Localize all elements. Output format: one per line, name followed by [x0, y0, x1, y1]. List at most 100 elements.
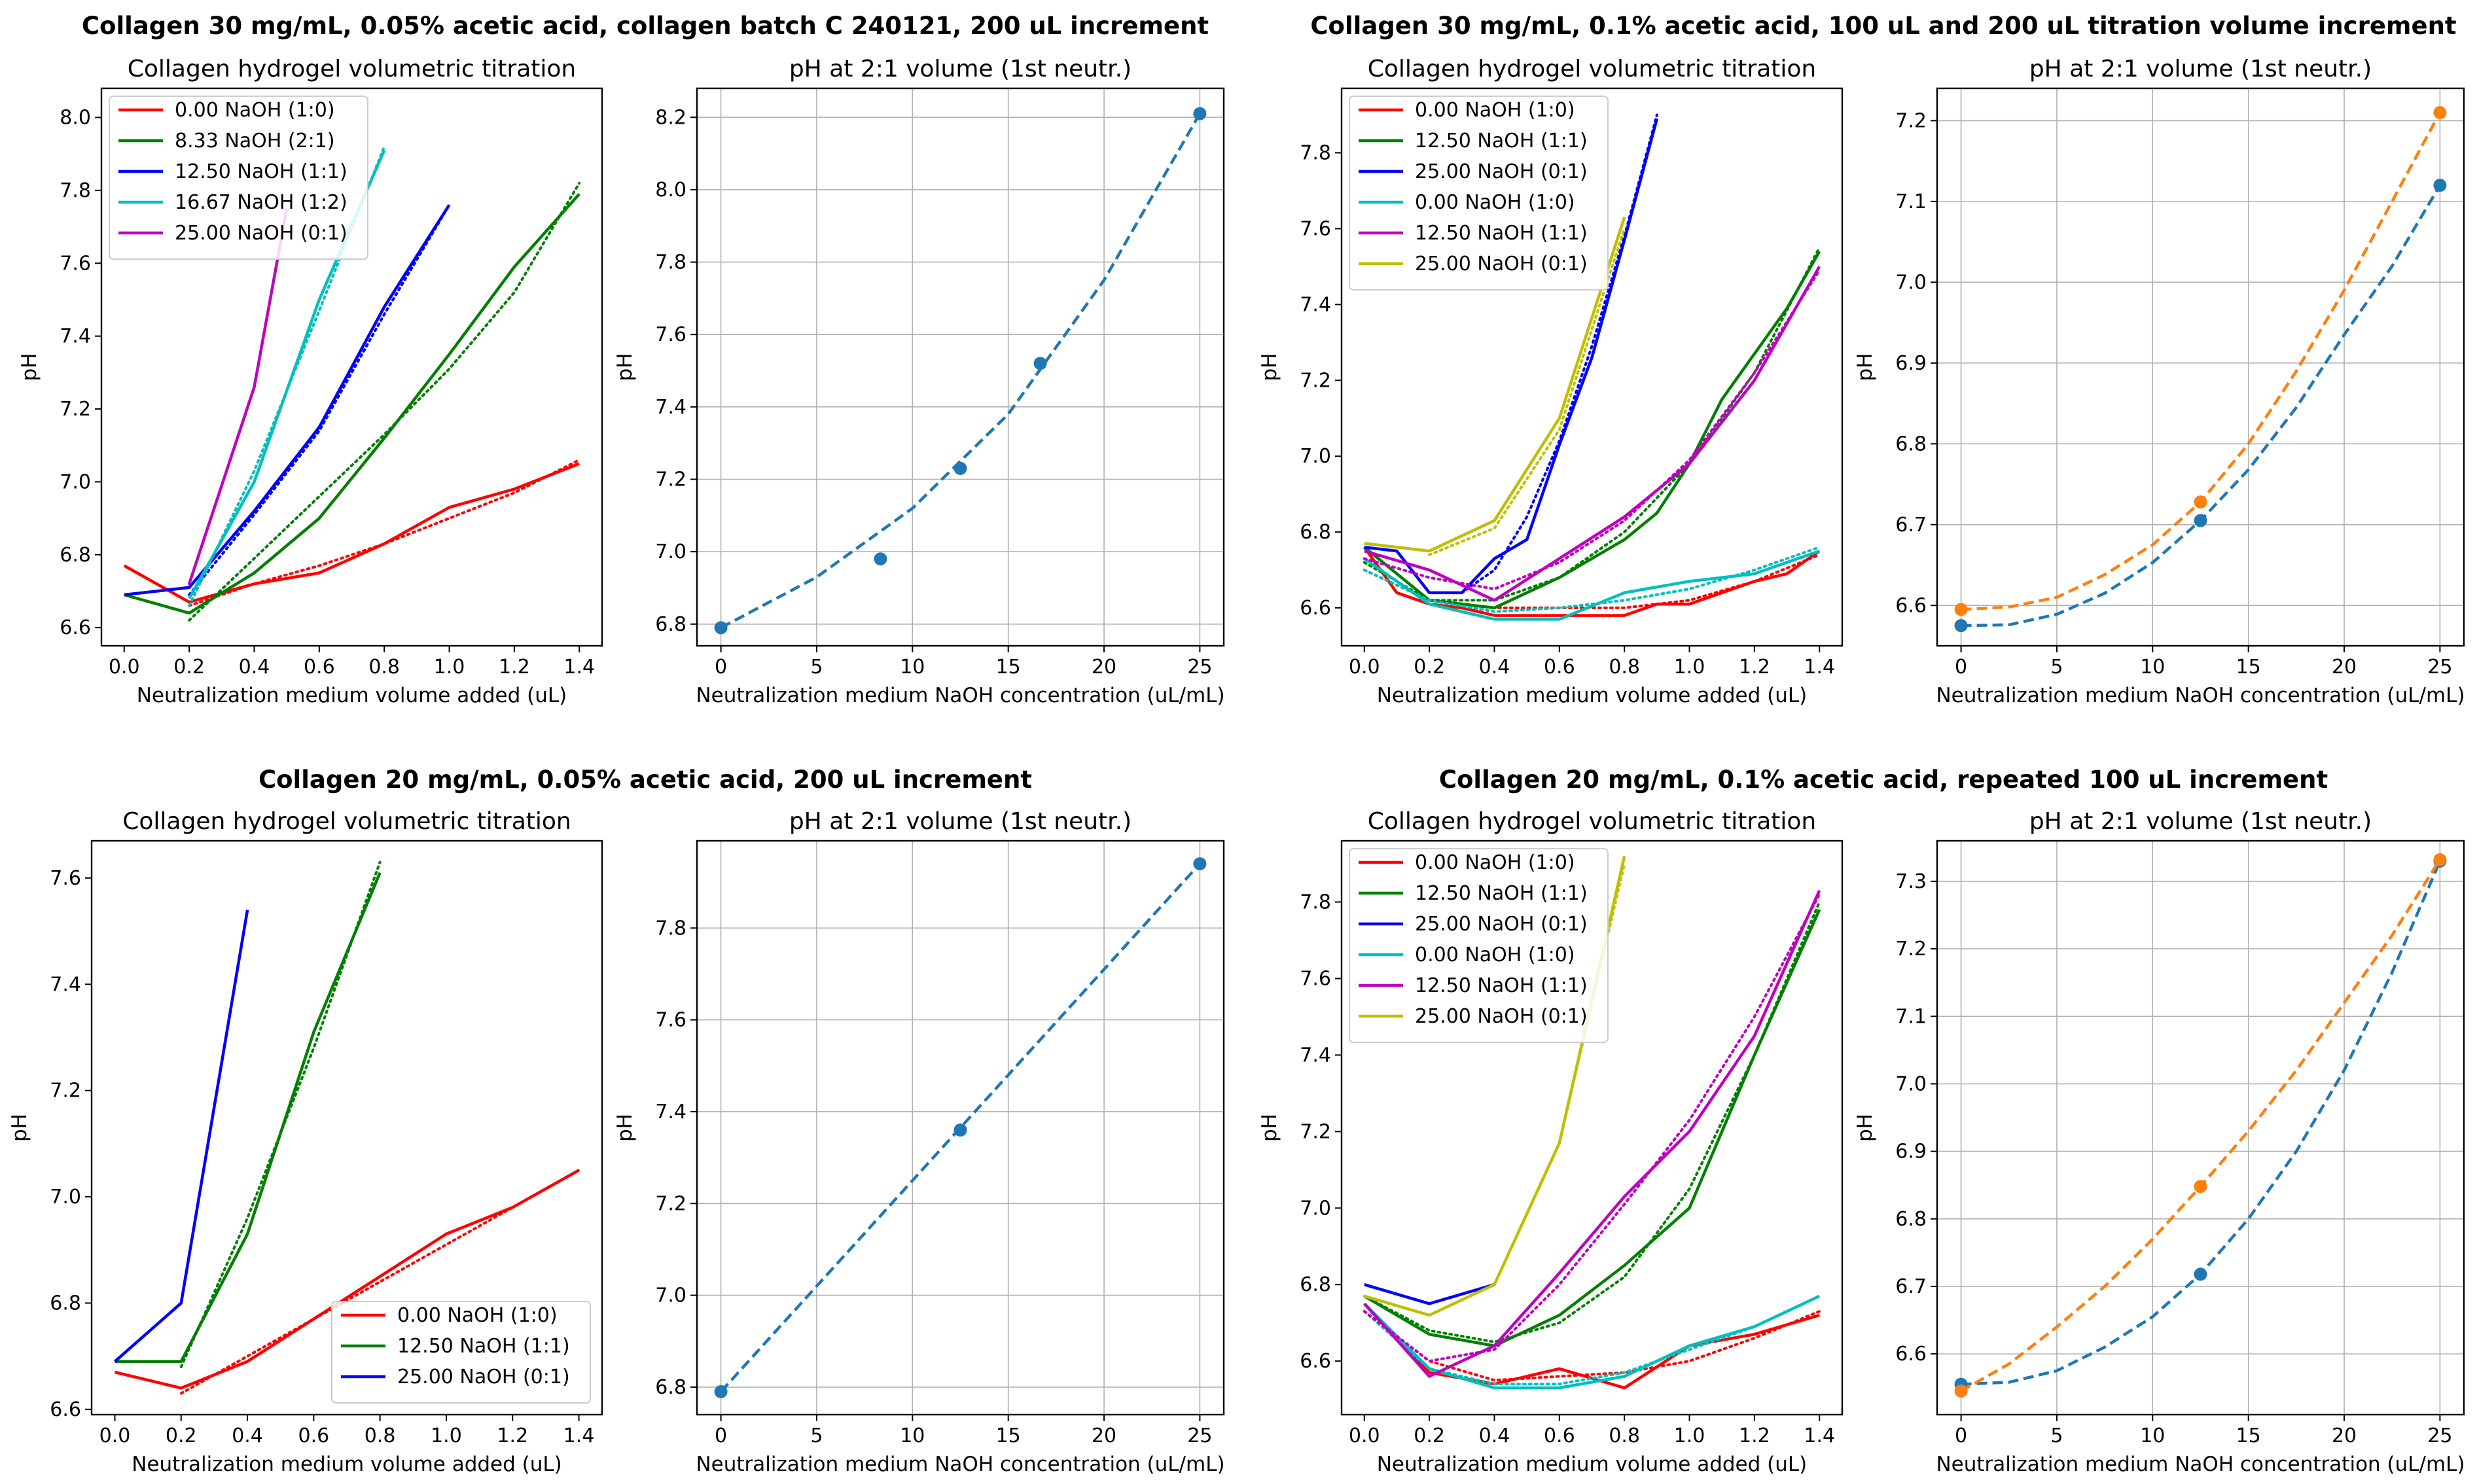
- x-tick-label: 0.8: [368, 656, 400, 679]
- data-point: [1954, 603, 1968, 616]
- series-fit-line: [179, 860, 382, 1368]
- series-line: [1363, 890, 1821, 1378]
- x-tick-label: 0: [715, 1424, 727, 1447]
- series-line: [115, 872, 382, 1364]
- y-tick-label: 7.8: [655, 917, 686, 940]
- y-tick-label: 7.0: [655, 1284, 686, 1307]
- x-tick-label: 5: [810, 1424, 823, 1447]
- legend-label: 12.50 NaOH (1:1): [1415, 882, 1588, 905]
- x-axis-label: Neutralization medium volume added (uL): [132, 1453, 562, 1476]
- x-tick-label: 20: [2332, 656, 2357, 679]
- y-axis-label: pH: [613, 1114, 637, 1142]
- x-tick-label: 1.0: [434, 656, 465, 679]
- x-tick-label: 10: [900, 1424, 925, 1447]
- legend-label: 0.00 NaOH (1:0): [175, 99, 335, 122]
- x-tick-label: 1.4: [1804, 656, 1835, 679]
- x-tick-label: 25: [2427, 1424, 2452, 1447]
- y-tick-label: 8.0: [60, 107, 91, 130]
- series-line: [1364, 266, 1821, 602]
- y-tick-label: 7.4: [1300, 293, 1331, 316]
- legend-label: 12.50 NaOH (1:1): [1415, 222, 1588, 245]
- legend-label: 12.50 NaOH (1:1): [1415, 130, 1588, 152]
- legend-box: [1349, 848, 1609, 1043]
- y-tick-label: 7.6: [655, 323, 686, 346]
- legend-label: 8.33 NaOH (2:1): [175, 130, 335, 152]
- y-tick-label: 6.6: [1300, 597, 1331, 620]
- legend: 0.00 NaOH (1:0) 12.50 NaOH (1:1) 25.00 NaO…: [1349, 96, 1609, 291]
- data-point: [953, 461, 967, 475]
- legend-label: 25.00 NaOH (0:1): [1415, 160, 1588, 183]
- series-fit-line: [1363, 892, 1821, 1363]
- x-tick-label: 25: [1187, 656, 1212, 679]
- x-tick-label: 0.8: [1609, 1424, 1640, 1447]
- series-line: [1363, 909, 1821, 1348]
- chart-panel-3: 0.0 0.2 0.4 0.6 0.8 1.0 1.2 1.4 6.6 6.8 7.0 7.2 7.4 7…: [1258, 56, 1844, 707]
- plot-area: [1954, 853, 2447, 1398]
- axes-frame: [696, 839, 1225, 1416]
- y-tick-label: 7.2: [50, 1080, 81, 1103]
- chart-title: Collagen hydrogel volumetric titration: [128, 56, 577, 82]
- y-tick-label: 6.7: [1895, 1275, 1927, 1298]
- x-tick-label: 0.6: [298, 1424, 329, 1447]
- x-axis-label: Neutralization medium volume added (uL): [1377, 1453, 1808, 1476]
- chart-title: Collagen hydrogel volumetric titration: [1368, 56, 1817, 82]
- chart-panel-5: 0.0 0.2 0.4 0.6 0.8 1.0 1.2 1.4 6.6 6.8 7.0 7.2 7.4 7…: [8, 808, 603, 1476]
- data-point: [1954, 619, 1968, 633]
- axes-frame: [696, 87, 1225, 647]
- fit-curve: [720, 113, 1202, 629]
- x-tick-label: 0.4: [1479, 656, 1510, 679]
- axes-frame: [1340, 839, 1844, 1416]
- suptitle-top-left: Collagen 30 mg/mL, 0.05% acetic acid, co…: [82, 12, 1209, 40]
- y-axis-label: pH: [1853, 353, 1877, 381]
- x-tick-label: 1.4: [1804, 1424, 1835, 1447]
- x-tick-label: 0.6: [304, 656, 335, 679]
- legend-label: 0.00 NaOH (1:0): [1415, 191, 1575, 214]
- series-line: [124, 203, 451, 597]
- legend-label: 25.00 NaOH (0:1): [1415, 1005, 1588, 1028]
- y-tick-label: 7.0: [655, 540, 686, 563]
- x-tick-label: 0: [1955, 656, 1967, 679]
- x-tick-label: 0.8: [365, 1424, 396, 1447]
- y-tick-label: 6.9: [1895, 352, 1927, 375]
- plot-area: [1363, 113, 1821, 621]
- fit-curve: [1961, 111, 2442, 611]
- y-axis-label: pH: [613, 353, 637, 381]
- legend-label: 0.00 NaOH (1:0): [1415, 944, 1575, 966]
- y-tick-label: 7.0: [1895, 1072, 1927, 1095]
- y-tick-label: 7.6: [655, 1009, 686, 1032]
- x-tick-label: 25: [1187, 1424, 1212, 1447]
- fit-curve: [719, 862, 1202, 1393]
- data-point: [1033, 357, 1047, 370]
- data-point: [2433, 106, 2447, 120]
- y-tick-label: 7.8: [1300, 142, 1331, 165]
- x-tick-label: 1.2: [499, 656, 530, 679]
- axes-frame: [90, 839, 603, 1416]
- series-line: [1363, 549, 1820, 621]
- x-tick-label: 0.0: [99, 1424, 131, 1447]
- data-point: [2194, 495, 2207, 509]
- plot-area: [1954, 106, 2447, 633]
- x-tick-label: 10: [900, 656, 925, 679]
- x-tick-label: 1.2: [1739, 1424, 1770, 1447]
- series-line: [1364, 1283, 1495, 1305]
- x-tick-label: 20: [1092, 656, 1116, 679]
- y-tick-label: 7.2: [1300, 369, 1331, 392]
- x-tick-label: 0.0: [1349, 1424, 1380, 1447]
- legend-label: 12.50 NaOH (1:1): [397, 1335, 570, 1358]
- y-tick-label: 6.8: [1300, 521, 1331, 544]
- y-tick-label: 7.0: [1300, 1197, 1331, 1220]
- legend-label: 0.00 NaOH (1:0): [1415, 851, 1575, 874]
- x-axis-label: Neutralization medium volume added (uL): [137, 684, 567, 707]
- y-axis-label: pH: [1853, 1114, 1877, 1142]
- y-tick-label: 6.9: [1895, 1140, 1927, 1163]
- y-tick-label: 6.8: [1895, 1208, 1927, 1231]
- plot-area: [714, 857, 1207, 1398]
- plot-area: [114, 860, 580, 1395]
- x-axis-label: Neutralization medium NaOH concentration…: [1936, 684, 2465, 707]
- x-tick-label: 5: [810, 656, 823, 679]
- x-tick-label: 0.0: [109, 656, 140, 679]
- y-tick-label: 7.6: [1300, 217, 1331, 240]
- y-tick-label: 7.4: [655, 396, 686, 419]
- y-tick-label: 6.6: [1300, 1350, 1331, 1373]
- y-axis-label: pH: [1258, 1114, 1281, 1142]
